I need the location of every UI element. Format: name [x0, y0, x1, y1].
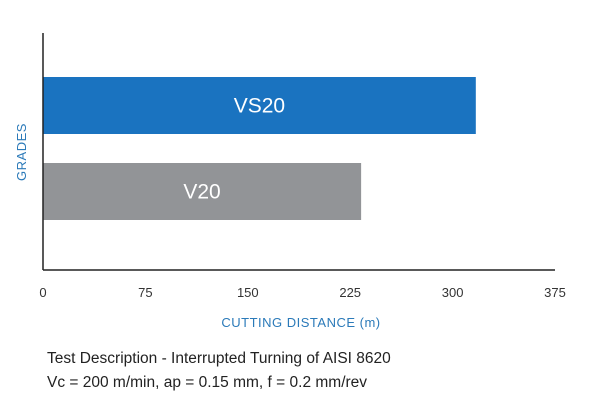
test-parameters-line: Vc = 200 m/min, ap = 0.15 mm, f = 0.2 mm… [47, 374, 368, 391]
y-axis-title: GRADES [14, 123, 29, 181]
bar-label-v20: V20 [183, 181, 220, 204]
x-axis-title: CUTTING DISTANCE (m) [221, 315, 380, 330]
bars-group [43, 77, 476, 220]
test-description-line: Test Description - Interrupted Turning o… [47, 350, 391, 367]
x-tick-label: 0 [39, 285, 46, 300]
bar-vs20 [43, 77, 476, 134]
x-tick-label: 375 [544, 285, 566, 300]
bar-labels-group: VS20 V20 [183, 95, 285, 204]
x-tick-labels-group: 0 75 150 225 300 375 [39, 285, 565, 300]
x-tick-label: 150 [237, 285, 259, 300]
x-tick-label: 75 [138, 285, 152, 300]
x-tick-label: 225 [339, 285, 361, 300]
bar-label-vs20: VS20 [234, 95, 285, 118]
x-tick-label: 300 [442, 285, 464, 300]
bar-v20 [43, 163, 362, 220]
